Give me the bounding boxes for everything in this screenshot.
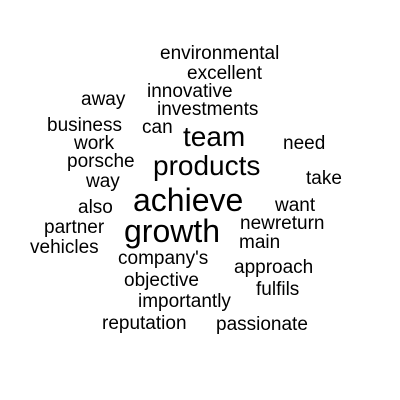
word-fulfils: fulfils xyxy=(256,279,300,300)
word-take: take xyxy=(306,168,342,189)
word-growth: growth xyxy=(124,213,221,249)
word-team: team xyxy=(183,121,246,152)
word-approach: approach xyxy=(234,257,314,278)
word-achieve: achieve xyxy=(133,182,244,218)
word-newreturn: newreturn xyxy=(240,213,325,234)
word-can: can xyxy=(142,117,173,138)
word-also: also xyxy=(78,197,113,218)
word-porsche: porsche xyxy=(67,151,135,172)
word-partner: partner xyxy=(44,217,105,238)
word-innovative: innovative xyxy=(147,81,233,102)
word-vehicles: vehicles xyxy=(30,237,99,258)
word-business: business xyxy=(47,115,122,136)
word-main: main xyxy=(239,232,281,253)
word-environmental: environmental xyxy=(160,43,280,64)
word-passionate: passionate xyxy=(216,314,308,335)
word-investments: investments xyxy=(157,99,259,120)
word-objective: objective xyxy=(124,270,199,291)
word-excellent: excellent xyxy=(187,63,262,84)
word-away: away xyxy=(81,89,126,110)
word-reputation: reputation xyxy=(102,313,187,334)
word-way: way xyxy=(86,171,120,192)
word-work: work xyxy=(74,133,115,154)
word-companys: company's xyxy=(118,248,209,269)
word-need: need xyxy=(283,133,326,154)
word-importantly: importantly xyxy=(138,291,231,312)
word-products: products xyxy=(153,150,261,181)
word-want: want xyxy=(275,195,316,216)
